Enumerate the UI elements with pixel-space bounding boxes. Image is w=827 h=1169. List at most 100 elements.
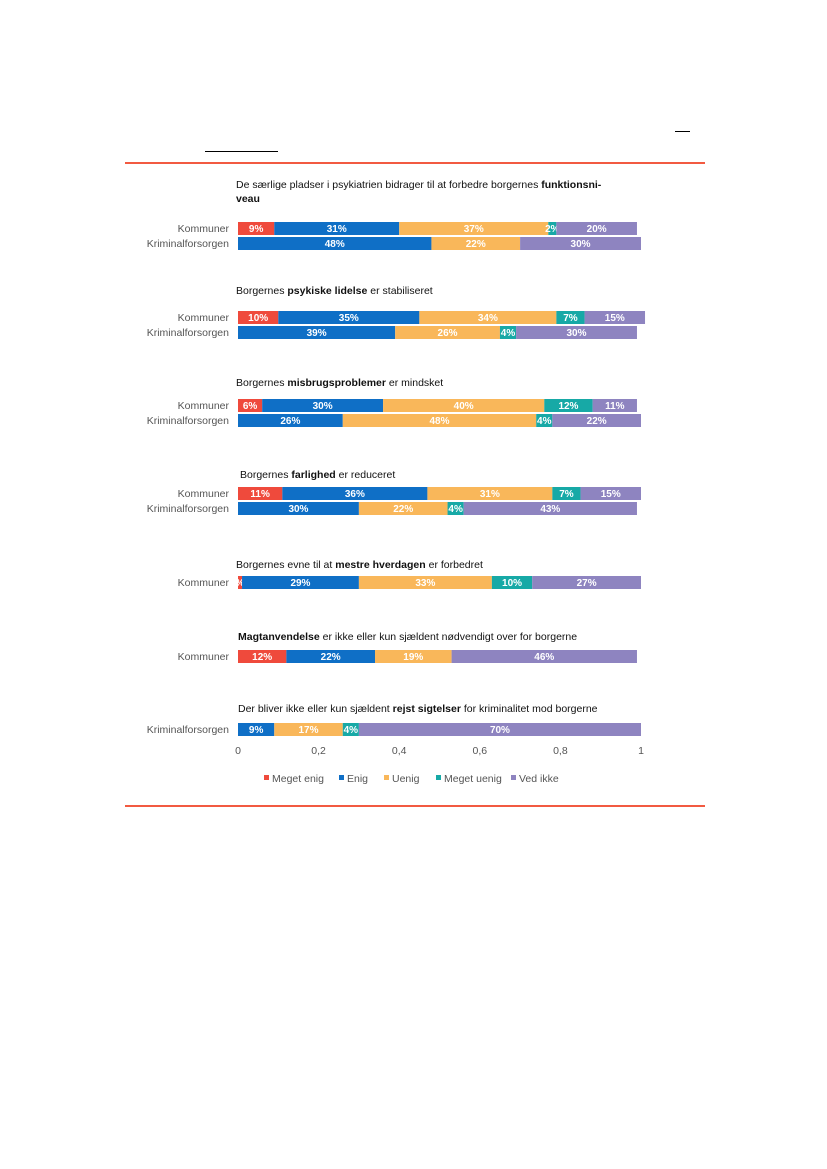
bar-segment-enig xyxy=(238,326,396,339)
panel-title-part: De særlige pladser i psykiatrien bidrage… xyxy=(236,179,541,191)
row-label: Kriminalforsorgen xyxy=(147,724,229,736)
data-label: 31% xyxy=(327,224,347,235)
legend-swatch-enig xyxy=(339,775,344,780)
data-label: 6% xyxy=(243,401,258,412)
bar-segment-ved-ikke xyxy=(451,650,637,663)
data-label: 46% xyxy=(534,652,554,663)
bar-segment-enig xyxy=(278,311,420,324)
data-label: 4% xyxy=(501,328,516,339)
data-label: 30% xyxy=(571,239,591,250)
bar-segment-ved-ikke xyxy=(584,311,646,324)
row-label: Kommuner xyxy=(178,651,230,663)
bar-segment-ved-ikke xyxy=(520,237,641,250)
data-label: 40% xyxy=(454,401,474,412)
bar-segment-ved-ikke xyxy=(532,576,641,589)
bar-segment-meget-enig xyxy=(238,222,275,235)
data-label: 15% xyxy=(601,489,621,500)
legend-label: Uenig xyxy=(392,773,420,785)
header-short-rule-left xyxy=(205,151,278,152)
legend-label: Meget enig xyxy=(272,773,324,785)
panel-title-part: er stabiliseret xyxy=(367,285,432,297)
row-label: Kommuner xyxy=(178,577,230,589)
data-label: 22% xyxy=(393,504,413,515)
data-label: 36% xyxy=(345,489,365,500)
legend-swatch-uenig xyxy=(384,775,389,780)
legend-swatch-ved-ikke xyxy=(511,775,516,780)
bar-segment-ved-ikke xyxy=(463,502,637,515)
bar-segment-ved-ikke xyxy=(358,723,641,736)
panel-title-part: mestre hverdagen xyxy=(335,559,425,571)
bar-segment-uenig xyxy=(427,487,553,500)
panel-title-part: veau xyxy=(236,193,260,205)
bar-segment-uenig xyxy=(395,326,500,339)
row-label: Kriminalforsorgen xyxy=(147,327,229,339)
data-label: 19% xyxy=(403,652,423,663)
data-label: 12% xyxy=(252,652,272,663)
x-tick-label: 0,2 xyxy=(311,745,326,757)
row-label: Kriminalforsorgen xyxy=(147,415,229,427)
data-label: 9% xyxy=(249,725,264,736)
data-label: 9% xyxy=(249,224,264,235)
bar-segment-uenig xyxy=(431,237,521,250)
bar-segment-enig xyxy=(242,576,359,589)
panel-title: Borgernes evne til at mestre hverdagen e… xyxy=(236,559,483,571)
data-label: 4% xyxy=(537,416,552,427)
data-label: 4% xyxy=(448,504,463,515)
data-label: 33% xyxy=(415,578,435,589)
panel-title-part: Borgernes xyxy=(236,377,287,389)
data-label: 7% xyxy=(563,313,578,324)
data-label: 26% xyxy=(280,416,300,427)
bar-segment-ved-ikke xyxy=(592,399,637,412)
bar-segment-meget-enig xyxy=(238,487,283,500)
row-label: Kommuner xyxy=(178,312,230,324)
data-label: 12% xyxy=(558,401,578,412)
data-label: 30% xyxy=(288,504,308,515)
bar-segment-uenig xyxy=(383,399,545,412)
data-label: 48% xyxy=(429,416,449,427)
panel-title-part: farlighed xyxy=(291,469,335,481)
panel-title: Borgernes psykiske lidelse er stabiliser… xyxy=(236,285,433,297)
bar-segment-uenig xyxy=(399,222,549,235)
panel-title-part: for kriminalitet mod borgerne xyxy=(461,703,598,715)
legend-swatch-meget-uenig xyxy=(436,775,441,780)
data-label: 27% xyxy=(577,578,597,589)
bar-segment-ved-ikke xyxy=(552,414,641,427)
bar-segment-enig xyxy=(262,399,384,412)
bottom-divider xyxy=(125,805,705,807)
panel-title-line2: veau xyxy=(236,193,260,205)
x-tick-label: 0,8 xyxy=(553,745,568,757)
panel-title-part: Borgernes xyxy=(236,285,287,297)
bar-segment-ved-ikke xyxy=(580,487,641,500)
bar-segment-meget-uenig xyxy=(342,723,359,736)
panel-title-part: misbrugsproblemer xyxy=(287,377,386,389)
bar-segment-meget-uenig xyxy=(499,326,517,339)
panel-title-part: Borgernes xyxy=(240,469,291,481)
data-label: 11% xyxy=(605,401,625,412)
row-label: Kriminalforsorgen xyxy=(147,503,229,515)
panel-title-part: Borgernes evne til at xyxy=(236,559,335,571)
panel-title: De særlige pladser i psykiatrien bidrage… xyxy=(236,179,602,191)
legend-label: Enig xyxy=(347,773,368,785)
bar-segment-meget-uenig xyxy=(552,487,581,500)
bar-segment-meget-uenig xyxy=(536,414,553,427)
bar-segment-meget-uenig xyxy=(548,222,557,235)
bar-segment-uenig xyxy=(342,414,537,427)
bar-segment-uenig xyxy=(358,502,448,515)
data-label: 34% xyxy=(478,313,498,324)
bar-segment-meget-enig xyxy=(238,650,287,663)
bar-segment-enig xyxy=(274,222,400,235)
legend-label: Meget uenig xyxy=(444,773,502,785)
bar-segment-meget-uenig xyxy=(556,311,585,324)
panel-title-part: er ikke eller kun sjældent nødvendigt ov… xyxy=(320,631,578,643)
panel-title-part: er forbedret xyxy=(426,559,483,571)
panel-title-part: er reduceret xyxy=(336,469,396,481)
data-label: 10% xyxy=(248,313,268,324)
row-label: Kommuner xyxy=(178,223,230,235)
bar-segment-ved-ikke xyxy=(556,222,637,235)
x-tick-label: 0 xyxy=(235,745,241,757)
bar-segment-uenig xyxy=(419,311,557,324)
panel-title: Der bliver ikke eller kun sjældent rejst… xyxy=(238,703,598,715)
data-label: 37% xyxy=(464,224,484,235)
bar-segment-enig xyxy=(286,650,376,663)
